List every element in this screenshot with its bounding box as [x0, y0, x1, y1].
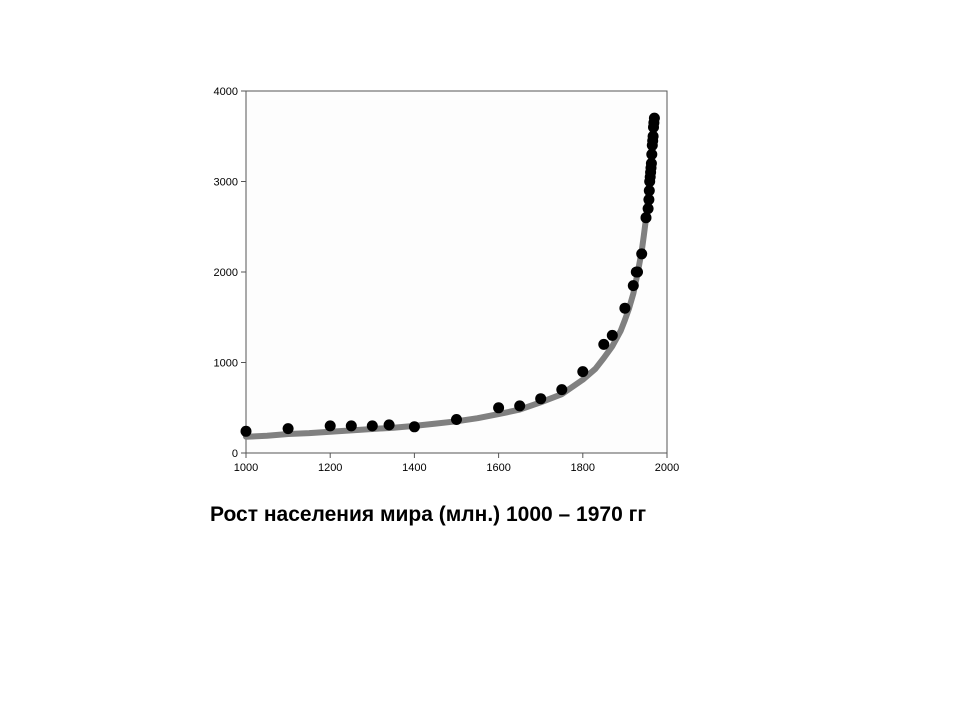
y-tick-label: 4000: [214, 86, 238, 98]
data-point: [240, 425, 252, 437]
x-tick-label: 1600: [486, 462, 510, 474]
data-point: [556, 384, 568, 396]
data-points-layer: [240, 112, 660, 437]
data-point: [643, 185, 655, 197]
y-tick-label: 1000: [214, 358, 238, 370]
y-tick-label: 2000: [214, 267, 238, 279]
data-point: [640, 212, 652, 224]
data-point: [598, 338, 610, 350]
y-tick-label: 0: [232, 448, 238, 460]
data-point: [632, 266, 643, 278]
x-tick-label: 2000: [655, 462, 679, 474]
plot-area: [245, 90, 668, 454]
data-point: [636, 248, 648, 260]
data-point: [647, 130, 659, 142]
data-point: [366, 420, 378, 432]
data-point: [606, 329, 618, 341]
x-tick-label: 1000: [234, 462, 258, 474]
data-point: [451, 414, 462, 425]
data-point: [408, 421, 420, 433]
data-point: [383, 419, 395, 431]
y-tick-label: 3000: [214, 177, 238, 189]
data-point: [642, 203, 654, 215]
data-point: [535, 393, 547, 405]
x-tick-label: 1800: [571, 462, 595, 474]
data-point: [514, 400, 526, 412]
data-point: [282, 423, 294, 435]
x-axis: 1000 1200 1400 1600 1800 2000: [234, 453, 679, 474]
y-axis: 0 1000 2000 3000 4000: [214, 86, 246, 460]
data-point: [345, 420, 357, 432]
x-tick-label: 1400: [402, 462, 426, 474]
trend-curve-layer: [243, 113, 658, 440]
data-point: [493, 402, 505, 414]
data-point: [627, 280, 639, 292]
chart-svg: 1000 1200 1400 1600 1800 2000 0 1000 2000 3000 40…: [214, 86, 680, 474]
data-point: [324, 420, 336, 432]
x-tick-label: 1200: [318, 462, 342, 474]
trend-curve: [243, 113, 658, 440]
data-point: [619, 302, 631, 314]
chart-title: Рост населения мира (млн.) 1000 – 1970 г…: [210, 503, 647, 526]
data-point: [646, 148, 658, 160]
data-point: [648, 112, 660, 124]
data-point: [645, 157, 657, 169]
data-point: [643, 194, 655, 206]
data-point: [577, 366, 589, 378]
